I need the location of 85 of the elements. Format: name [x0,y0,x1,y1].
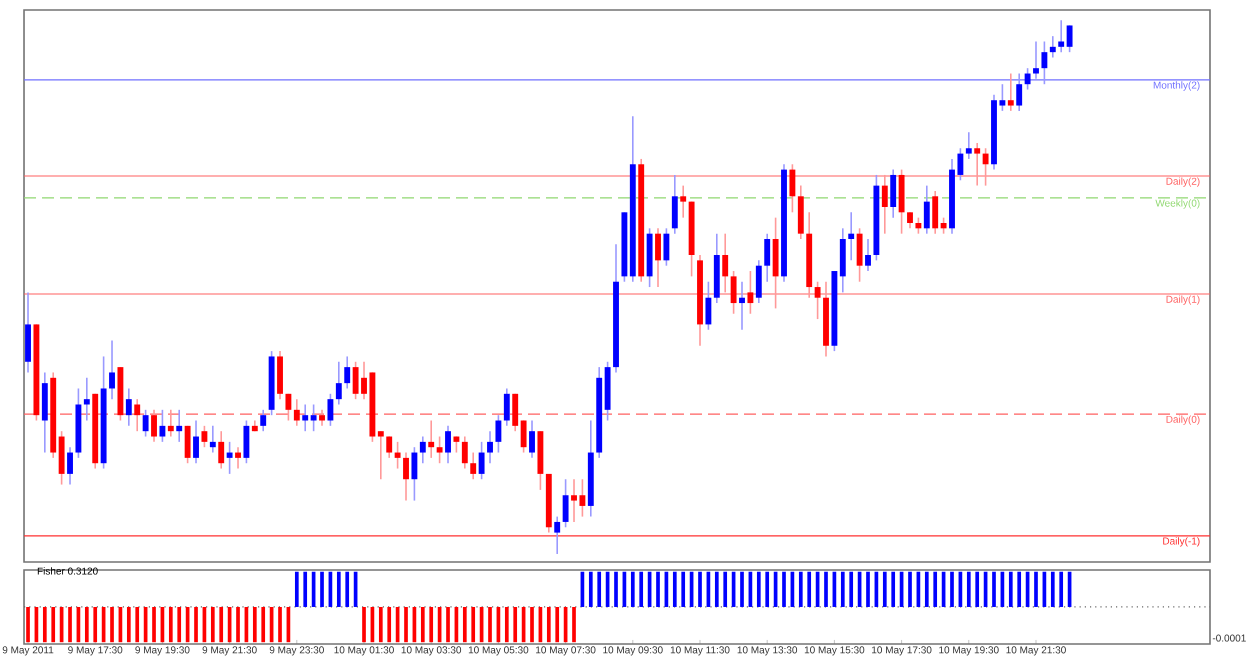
candlestick [571,478,577,523]
candlestick [470,451,477,481]
candlestick [562,478,569,529]
candlestick [302,403,309,432]
candlestick [235,446,241,470]
candlestick [184,425,191,465]
candlestick [680,184,687,219]
candlestick [209,425,216,454]
candlestick [755,259,762,304]
candlestick [965,131,972,160]
candlestick [890,168,897,219]
candlestick [277,350,283,400]
candlestick [134,398,141,432]
candlestick [848,211,855,262]
candlestick [461,435,468,470]
candlestick [655,227,661,288]
candlestick [193,419,199,465]
candlestick [428,419,435,459]
candlestick [982,147,989,187]
candlestick [814,280,821,320]
candlestick [797,184,804,240]
candlestick [579,478,586,518]
candlestick [41,371,48,454]
candlestick [142,409,149,438]
candlestick [176,409,183,443]
candlestick [865,238,871,272]
candlestick [1041,40,1048,85]
candlestick [285,393,292,422]
candlestick [881,174,888,235]
candlestick [478,441,485,481]
candlestick [705,280,712,331]
candlestick [226,441,233,475]
candlestick [310,403,317,432]
candlestick [764,232,771,283]
candlestick [201,425,208,448]
candlestick [671,174,678,235]
candlestick [260,409,267,432]
candlestick [403,451,409,502]
candlestick [554,515,561,555]
candlestick [772,216,779,310]
candlestick [932,190,939,235]
candlestick [1058,19,1065,53]
candlestick [739,280,745,331]
candlestick [923,184,930,235]
candlestick [537,430,544,491]
candlestick [83,377,90,422]
candlestick [352,360,359,400]
candlestick [487,430,493,465]
candlestick [1049,35,1056,59]
candlestick [445,425,451,465]
candlestick [335,360,342,406]
candlestick [151,409,157,443]
candlestick [1016,72,1023,112]
candlestick [109,339,115,400]
candlestick [167,409,174,438]
candlestick [663,227,670,267]
candlestick [1033,40,1039,80]
candlestick [1066,24,1073,53]
candlestick [495,414,502,454]
candlestick [747,270,754,315]
candlestick [974,142,981,187]
candlestick [646,227,653,288]
candlestick [1024,67,1031,91]
candlestick [411,446,418,502]
candlestick [503,387,510,427]
candlestick [125,387,132,427]
candlestick [218,430,225,470]
candlestick [67,446,73,486]
candlestick [789,163,796,214]
candlestick [419,435,426,465]
candlestick [344,355,351,390]
candlestick [898,168,905,235]
candlestick [722,232,729,294]
candlestick [293,398,300,427]
candlestick [436,435,443,465]
candlestick [713,232,720,304]
candlestick [730,270,737,315]
candlestick [327,393,334,427]
candlestick [394,441,401,470]
candlestick [25,291,31,374]
candlestick [529,419,535,459]
candlestick [856,227,863,283]
candlestick [243,419,250,465]
candlestick [1007,72,1014,112]
candlestick [159,409,166,443]
